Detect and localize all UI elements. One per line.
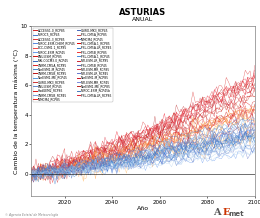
- Legend: ACCESS1.0_RCP85, MIROC5_RCP45, ACCESS1.3_RCP85, MIROC-ESM-CHEM_RCP45, BCC-CSM1.1: ACCESS1.0_RCP85, MIROC5_RCP45, ACCESS1.3…: [33, 28, 113, 102]
- Text: met: met: [229, 211, 244, 217]
- X-axis label: Año: Año: [137, 206, 149, 211]
- Title: ASTURIAS: ASTURIAS: [119, 8, 167, 17]
- Text: E: E: [222, 208, 230, 217]
- Y-axis label: Cambio de la temperatura máxima (°C): Cambio de la temperatura máxima (°C): [14, 49, 19, 174]
- Text: © Agencia Estatal de Meteorología: © Agencia Estatal de Meteorología: [5, 213, 58, 217]
- Text: ANUAL: ANUAL: [132, 17, 154, 22]
- Text: A: A: [213, 208, 221, 217]
